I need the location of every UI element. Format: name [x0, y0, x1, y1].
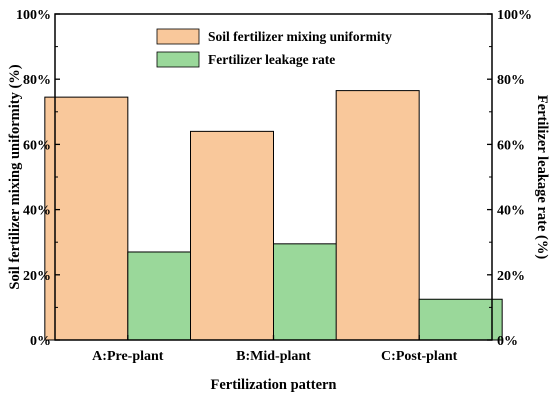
legend-swatch-leakage-rate: [156, 51, 200, 68]
y-right-tick-label: 0%: [497, 334, 518, 349]
y-left-tick-label: 100%: [16, 8, 51, 23]
y-left-tick-label: 60%: [23, 138, 51, 153]
x-tick-label: B:Mid-plant: [236, 349, 311, 364]
y-right-tick-label: 40%: [497, 204, 525, 219]
y-left-tick-label: 80%: [23, 73, 51, 88]
legend: Soil fertilizer mixing uniformity Fertil…: [156, 28, 392, 68]
bar-leakage-rate-3: [418, 298, 503, 341]
ticks-layer: 0% 0% 20% 20% 40% 40% 60% 60% 80% 80% 100% 100% A:Pr…: [16, 8, 532, 364]
y-left-tick-label: 0%: [30, 334, 51, 349]
bar-mixing-uniformity-3: [335, 90, 420, 341]
y-right-tick-label: 60%: [497, 138, 525, 153]
bar-mixing-uniformity-1: [44, 96, 129, 341]
bar-mixing-uniformity-2: [190, 130, 274, 341]
x-tick-label: A:Pre-plant: [92, 349, 164, 364]
legend-label-leakage-rate: Fertilizer leakage rate: [208, 52, 335, 67]
y-left-tick-label: 40%: [23, 204, 51, 219]
y-left-tick-label: 20%: [23, 269, 51, 284]
legend-swatch-mixing-uniformity: [156, 28, 200, 45]
y-right-tick-label: 80%: [497, 73, 525, 88]
y-right-tick-label: 20%: [497, 269, 525, 284]
bars-layer: [44, 90, 503, 341]
y-axis-right-title: Fertilizer leakage rate (%): [534, 95, 550, 260]
y-right-tick-label: 100%: [497, 8, 532, 23]
x-tick-label: C:Post-plant: [381, 349, 458, 364]
legend-label-mixing-uniformity: Soil fertilizer mixing uniformity: [208, 29, 392, 44]
x-axis-title: Fertilization pattern: [210, 377, 336, 393]
y-axis-left-title: Soil fertilizer mixing uniformity (%): [7, 64, 23, 289]
